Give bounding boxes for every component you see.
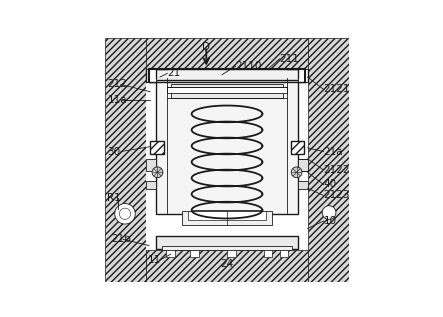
Text: 212: 212 — [108, 80, 127, 89]
Circle shape — [291, 167, 302, 178]
Text: 30: 30 — [108, 146, 120, 157]
Bar — [147, 250, 307, 282]
Bar — [105, 38, 147, 282]
Text: 24: 24 — [221, 259, 233, 269]
Text: R1: R1 — [108, 193, 121, 203]
Bar — [190, 250, 199, 256]
Bar — [298, 159, 307, 171]
Bar — [227, 250, 236, 256]
Bar — [291, 140, 304, 154]
Bar — [150, 140, 163, 154]
Text: 2123: 2123 — [323, 191, 350, 200]
Text: 2121: 2121 — [323, 84, 350, 94]
Bar — [147, 68, 156, 82]
Bar — [162, 246, 292, 250]
Text: 21a: 21a — [323, 146, 343, 157]
Bar — [264, 250, 272, 256]
Bar — [188, 211, 266, 220]
Text: 11a: 11a — [108, 95, 127, 105]
Bar — [156, 236, 298, 249]
Bar — [147, 70, 307, 250]
Bar — [307, 38, 349, 282]
Circle shape — [152, 167, 163, 178]
Circle shape — [115, 204, 135, 224]
Bar — [280, 250, 288, 256]
Bar — [147, 38, 307, 70]
Text: 211: 211 — [280, 54, 299, 64]
Text: 21b: 21b — [111, 234, 131, 244]
Bar — [298, 68, 307, 82]
Text: 21: 21 — [167, 68, 180, 78]
Bar — [149, 68, 305, 82]
Text: 11: 11 — [148, 255, 161, 265]
Text: 2122: 2122 — [323, 165, 350, 175]
Bar — [147, 159, 156, 171]
Bar — [167, 87, 287, 93]
Text: D: D — [202, 42, 210, 52]
Bar — [166, 250, 175, 256]
Bar — [182, 211, 272, 225]
Circle shape — [119, 208, 131, 219]
Bar — [147, 181, 156, 189]
Bar — [298, 181, 307, 189]
Text: 10: 10 — [323, 216, 337, 226]
Bar — [171, 84, 283, 98]
Text: 2110: 2110 — [236, 61, 262, 71]
Text: 40: 40 — [323, 179, 337, 190]
Bar — [156, 80, 298, 214]
Circle shape — [322, 206, 336, 219]
